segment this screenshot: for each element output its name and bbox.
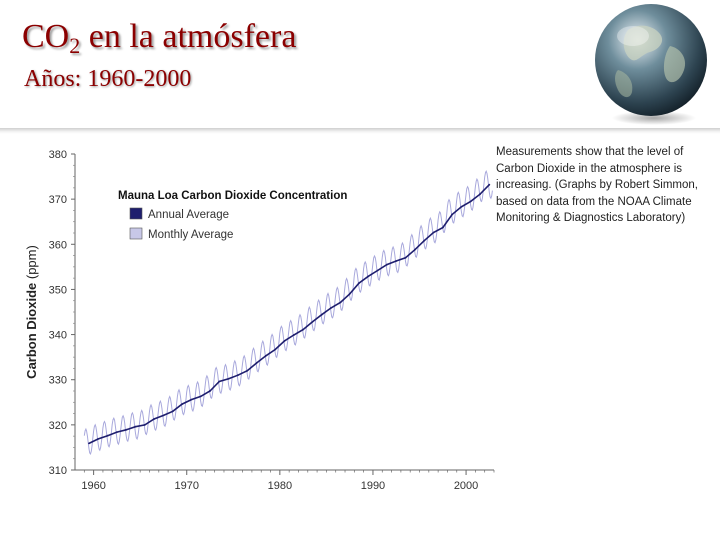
series-point (265, 354, 267, 357)
slide-subtitle: Años: 1960-2000 (24, 66, 192, 92)
y-axis-label-main: Carbon Dioxide (24, 283, 39, 379)
y-axis: 310 320 330 340 350 360 370 380 (49, 149, 76, 477)
y-tick-label: 380 (49, 149, 67, 161)
series-point (237, 374, 239, 377)
series-point (162, 414, 165, 417)
series-point (376, 269, 379, 272)
x-tick-label: 1960 (81, 480, 105, 492)
y-axis-label-unit: (ppm) (24, 245, 39, 283)
series-point (125, 428, 128, 431)
series-point (302, 328, 304, 331)
series-point (320, 313, 323, 316)
series-point (153, 418, 156, 420)
x-tick-label: 1980 (268, 480, 292, 492)
series-point (479, 193, 481, 196)
series-point (171, 410, 174, 413)
x-axis: 1960 1970 1980 1990 2000 (75, 469, 495, 492)
series-point (199, 395, 202, 398)
legend-label-monthly: Monthly Average (148, 229, 233, 241)
globe-icon (595, 4, 707, 125)
legend-swatch-annual (129, 207, 143, 220)
y-tick-label: 360 (49, 239, 67, 251)
series-point (469, 200, 472, 203)
series-point (367, 275, 370, 278)
series-point (209, 390, 211, 392)
x-tick-label: 1990 (361, 480, 385, 492)
series-point (432, 231, 435, 234)
series-point (143, 424, 146, 426)
series-point (348, 293, 351, 295)
series-point (181, 403, 184, 405)
series-point (404, 256, 407, 259)
series-point (190, 398, 193, 401)
series-point (395, 260, 398, 262)
y-tick-label: 310 (49, 465, 67, 477)
series-point (386, 263, 388, 266)
series-point (274, 348, 277, 351)
y-tick-label: 370 (49, 194, 67, 206)
series-point (283, 340, 286, 342)
y-tick-label: 330 (49, 375, 67, 387)
series-point (339, 301, 342, 304)
series-point (414, 248, 416, 251)
series-point (218, 380, 221, 383)
series-point (116, 431, 118, 433)
series-point (311, 321, 314, 323)
title-co: CO (22, 18, 70, 55)
series-point (97, 438, 100, 440)
chart-legend: Annual Average Monthly Average (129, 207, 233, 241)
series-point (227, 377, 230, 380)
series-point (451, 213, 453, 216)
series-group (83, 169, 493, 455)
y-tick-label: 320 (49, 420, 67, 432)
y-tick-label: 340 (49, 330, 67, 342)
title-rest: en la atmósfera (80, 18, 297, 55)
chart-title: Mauna Loa Carbon Dioxide Concentration (118, 190, 347, 202)
legend-label-annual: Annual Average (148, 209, 229, 221)
series-line-annual-average (88, 184, 490, 445)
title-divider (0, 128, 720, 134)
legend-swatch-monthly (129, 227, 143, 240)
series-point (292, 334, 295, 336)
series-point (441, 226, 444, 229)
series-point (460, 205, 463, 208)
series-point (358, 282, 360, 284)
series-point (330, 307, 332, 309)
y-tick-label: 350 (49, 284, 67, 296)
series-point (106, 434, 109, 437)
slide-title: CO2 en la atmósfera (22, 18, 296, 59)
series-point (246, 369, 249, 372)
series-point (488, 183, 491, 186)
chart-caption: Measurements show that the level of Carb… (496, 146, 698, 224)
series-point (88, 442, 90, 445)
co2-chart: 310 320 330 340 350 360 370 380 1960 1970 1980 199… (24, 149, 495, 492)
x-tick-label: 2000 (454, 480, 478, 492)
x-tick-label: 1970 (174, 480, 198, 492)
series-point (134, 425, 137, 428)
series-point (423, 239, 426, 242)
title-subscript: 2 (69, 33, 81, 58)
series-point (255, 362, 258, 364)
y-axis-label: Carbon Dioxide (ppm) (24, 245, 39, 379)
series-line-monthly-average (83, 169, 493, 455)
